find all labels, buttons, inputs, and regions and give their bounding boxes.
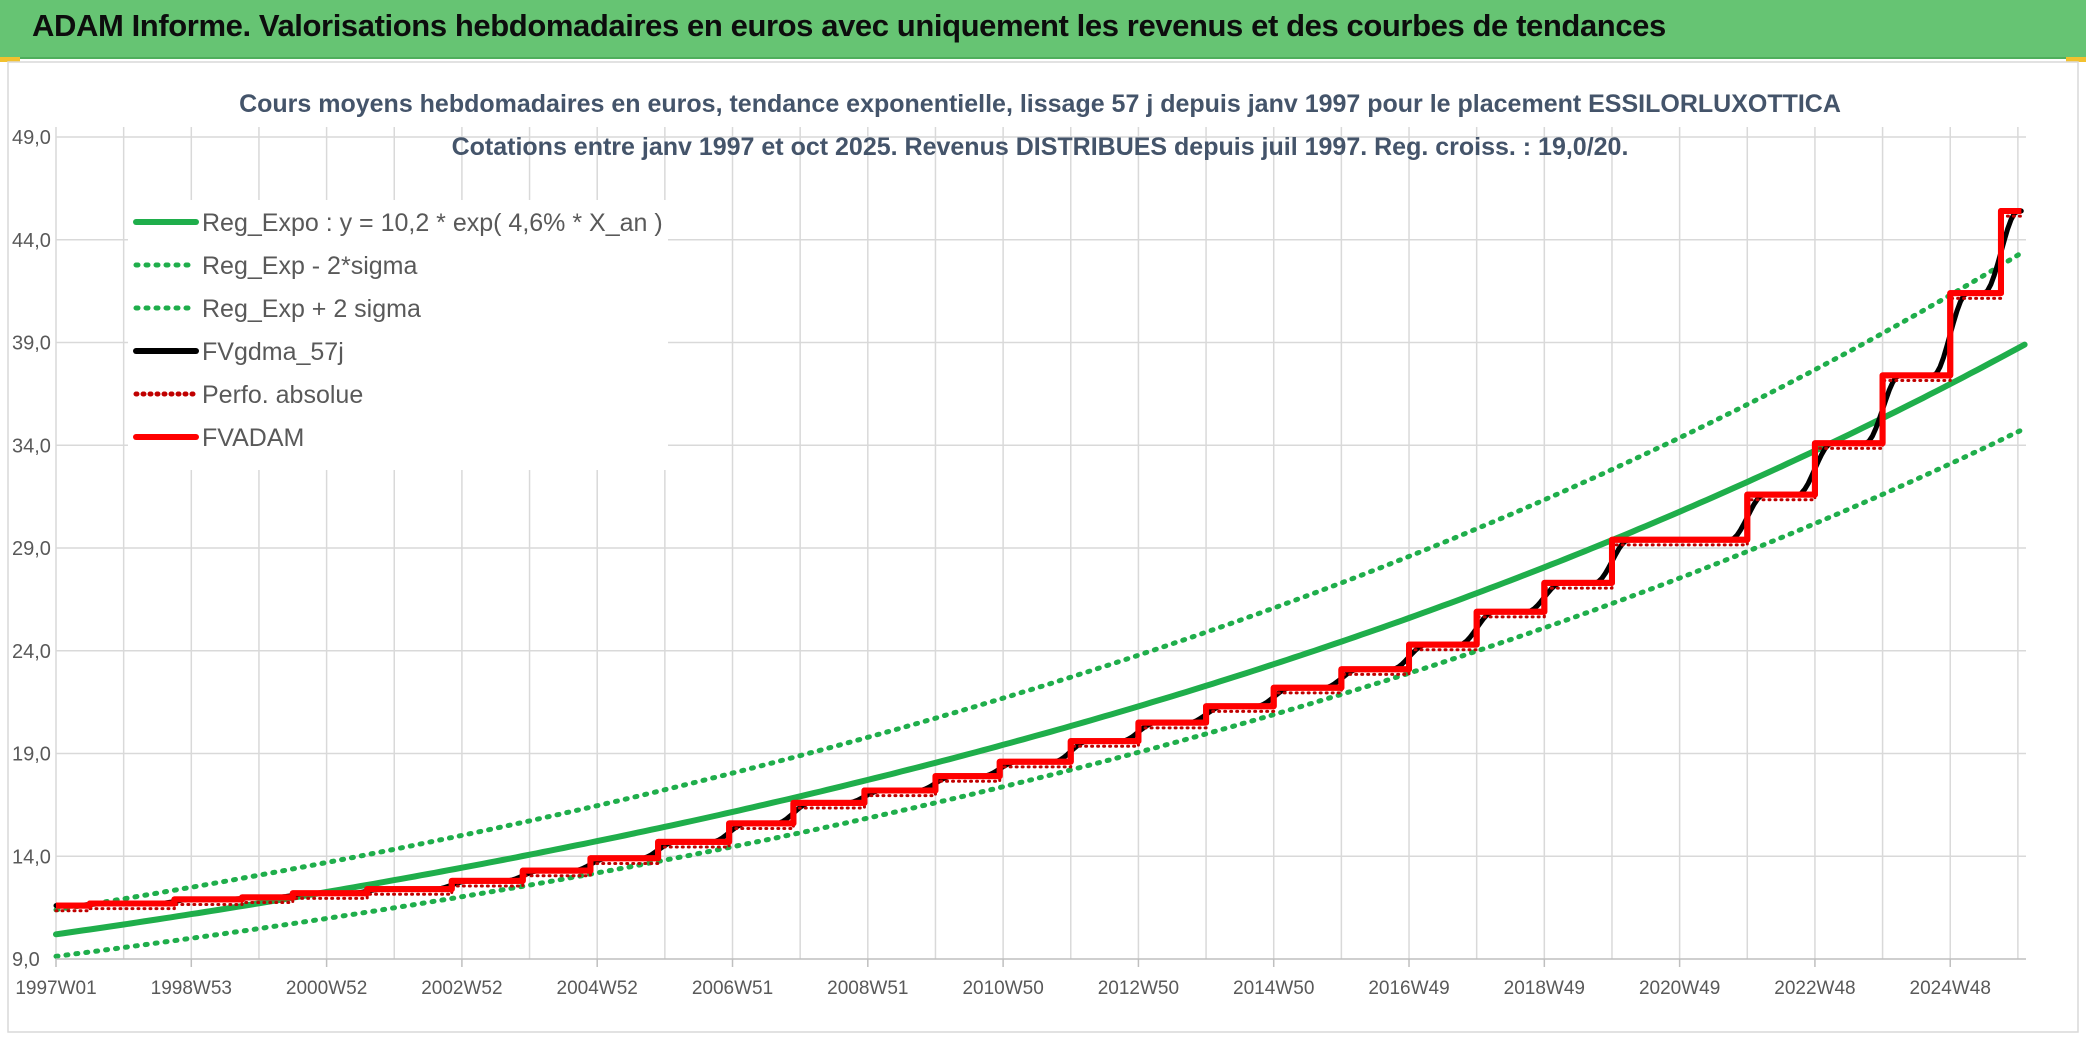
y-tick-label: 14,0 xyxy=(12,846,51,868)
x-tick-label: 2000W52 xyxy=(286,978,367,999)
series-line xyxy=(54,214,2023,913)
chart-title: Cours moyens hebdomadaires en euros, ten… xyxy=(239,90,1841,118)
x-tick-labels: 1997W01 1998W53 2000W52 2002W52 2004W52 2006W… xyxy=(15,959,1991,999)
series-line xyxy=(53,248,2028,913)
legend-background xyxy=(128,200,668,470)
x-tick-label: 2016W49 xyxy=(1368,978,1449,999)
x-tick-label: 1998W53 xyxy=(151,978,232,999)
legend-label: Reg_Exp - 2*sigma xyxy=(202,252,417,280)
x-tick-label: 2002W52 xyxy=(421,978,502,999)
corner-marker xyxy=(0,57,20,62)
x-tick-label: 2020W49 xyxy=(1639,978,1720,999)
y-tick-label: 39,0 xyxy=(12,333,51,355)
report-title: ADAM Informe. Valorisations hebdomadaire… xyxy=(32,8,1666,43)
legend-label: Reg_Expo : y = 10,2 * exp( 4,6% * X_an ) xyxy=(202,209,663,237)
x-tick-label: 2010W50 xyxy=(962,978,1043,999)
x-tick-label: 2014W50 xyxy=(1233,978,1314,999)
x-tick-label: 2012W50 xyxy=(1098,978,1179,999)
chart-border xyxy=(7,61,2079,1033)
report-header: ADAM Informe. Valorisations hebdomadaire… xyxy=(0,0,2086,59)
x-tick-label: 2018W49 xyxy=(1504,978,1585,999)
legend: Reg_Expo : y = 10,2 * exp( 4,6% * X_an )… xyxy=(133,209,663,452)
legend-label: Perfo. absolue xyxy=(202,381,363,409)
x-tick-label: 2022W48 xyxy=(1774,978,1855,999)
y-tick-label: 44,0 xyxy=(12,230,51,252)
x-tick-label: 1997W01 xyxy=(15,978,96,999)
x-tick-label: 2004W52 xyxy=(557,978,638,999)
y-tick-label: 34,0 xyxy=(12,435,51,457)
y-tick-label: 49,0 xyxy=(12,127,51,149)
y-tick-label: 19,0 xyxy=(12,744,51,766)
series-group xyxy=(53,207,2028,959)
legend-label: FVADAM xyxy=(202,424,304,452)
x-tick-label: 2008W51 xyxy=(827,978,908,999)
legend-label: Reg_Exp + 2 sigma xyxy=(202,295,421,323)
x-tick-label: 2024W48 xyxy=(1910,978,1991,999)
chart-subtitle: Cotations entre janv 1997 et oct 2025. R… xyxy=(452,133,1629,161)
series-line-fvadam xyxy=(56,207,2022,909)
y-tick-label: 24,0 xyxy=(12,641,51,663)
corner-marker xyxy=(2066,57,2086,62)
series-line xyxy=(53,426,2028,959)
series-line xyxy=(53,341,2028,938)
x-tick-label: 2006W51 xyxy=(692,978,773,999)
y-tick-label: 9,0 xyxy=(12,949,40,971)
legend-label: FVgdma_57j xyxy=(202,338,344,366)
y-tick-label: 29,0 xyxy=(12,538,51,560)
y-tick-labels: 49,0 44,0 39,0 34,0 29,0 24,0 19,0 14,0 9,0 xyxy=(12,127,51,971)
